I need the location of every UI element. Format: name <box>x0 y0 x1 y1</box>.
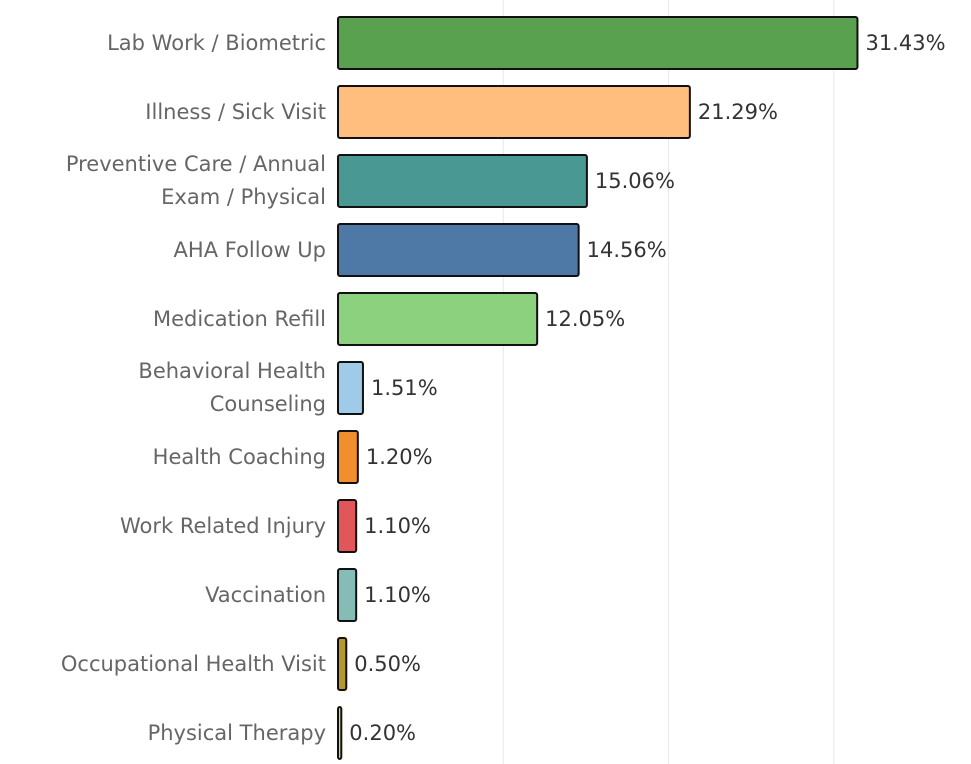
bar <box>337 154 588 208</box>
value-label: 31.43% <box>865 31 946 55</box>
category-label: Preventive Care / Annual Exam / Physical <box>65 152 326 209</box>
category-label: Work Related Injury <box>120 513 326 538</box>
category-label: Medication Refill <box>153 306 326 331</box>
bar <box>337 568 358 622</box>
value-label: 14.56% <box>586 238 667 262</box>
bar <box>337 499 358 553</box>
category-label: Illness / Sick Visit <box>145 99 326 124</box>
bar <box>337 292 539 346</box>
bar <box>337 85 691 139</box>
category-label: Behavioral Health Counseling <box>138 359 326 416</box>
category-label: Lab Work / Biometric <box>107 30 326 55</box>
bar <box>337 637 348 691</box>
category-label: Health Coaching <box>152 444 326 469</box>
category-label: Physical Therapy <box>147 720 326 745</box>
bar <box>337 223 580 277</box>
bar <box>337 361 364 415</box>
value-label: 1.51% <box>370 376 438 400</box>
value-label: 1.20% <box>365 445 433 469</box>
category-label: Occupational Health Visit <box>60 651 326 676</box>
bar <box>337 706 343 760</box>
bar <box>337 430 359 484</box>
value-label: 12.05% <box>545 307 626 331</box>
value-label: 15.06% <box>594 169 675 193</box>
bar <box>337 16 859 70</box>
value-label: 1.10% <box>364 514 431 538</box>
value-label: 21.29% <box>697 100 778 124</box>
category-label: Vaccination <box>205 582 326 607</box>
value-label: 1.10% <box>364 583 431 607</box>
category-label: AHA Follow Up <box>173 237 326 262</box>
value-label: 0.20% <box>349 721 417 745</box>
value-label: 0.50% <box>354 652 421 676</box>
